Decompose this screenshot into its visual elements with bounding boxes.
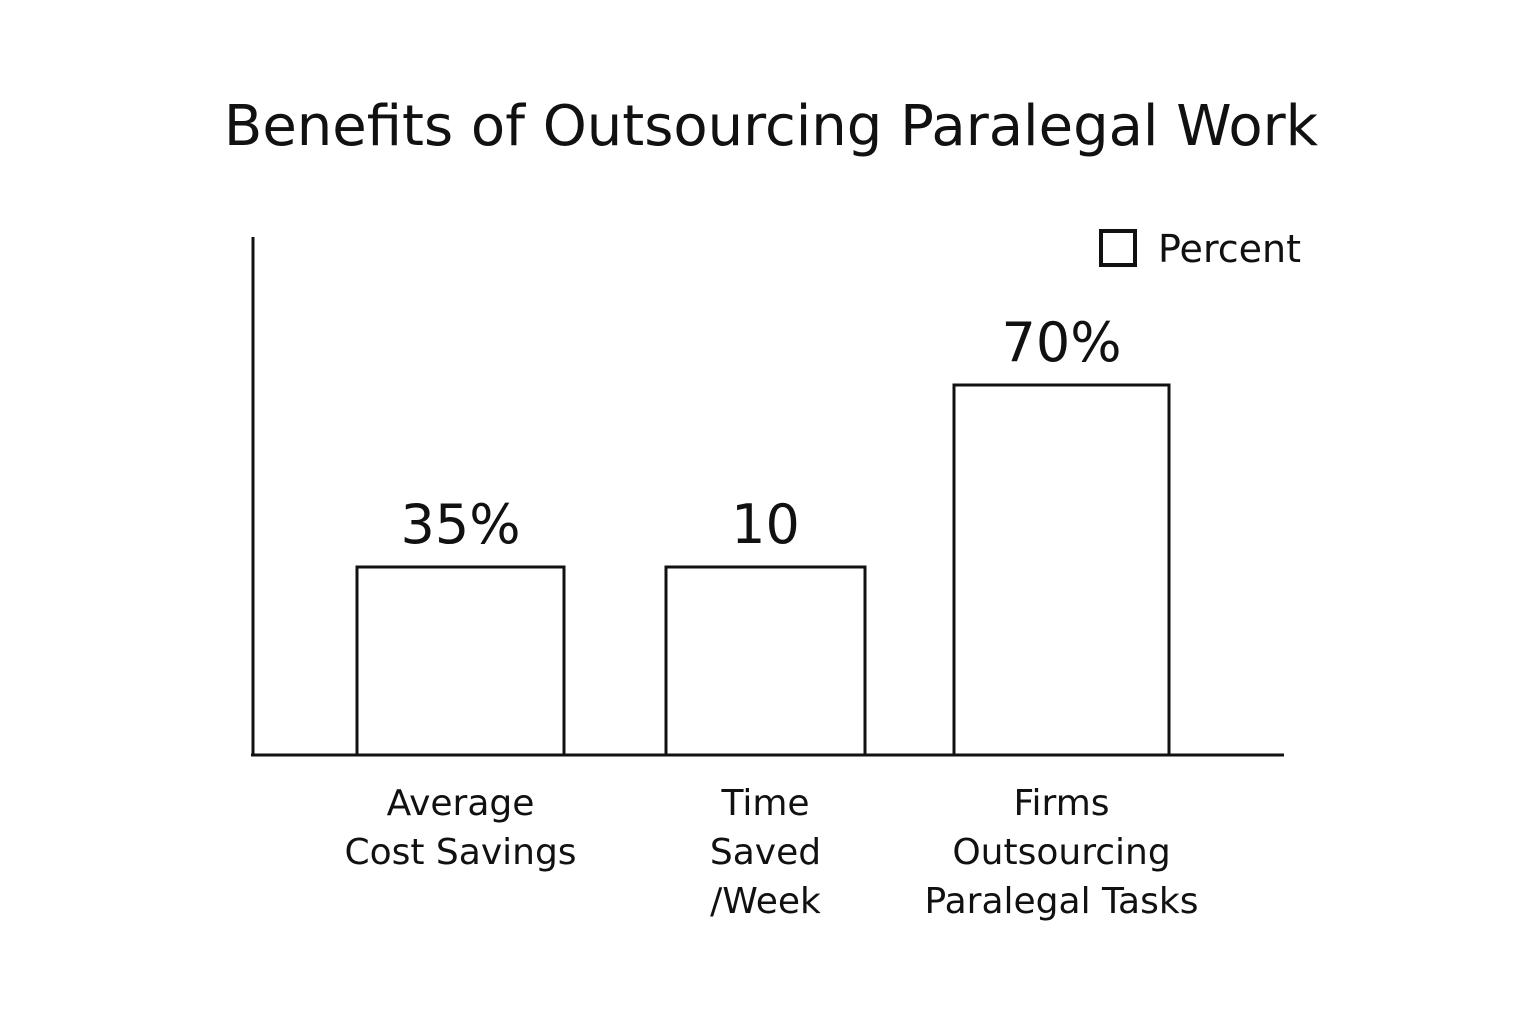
bar-time-saved-week — [664, 565, 867, 757]
value-label-firms-outsourcing-paralegal-tasks: 70% — [1001, 311, 1121, 374]
category-label-firms-outsourcing-paralegal-tasks-line-1: Firms — [1013, 783, 1109, 824]
category-label-average-cost-savings-line-1: Average — [387, 783, 535, 824]
legend: Percent — [1099, 227, 1301, 271]
value-label-average-cost-savings: 35% — [400, 493, 520, 556]
value-label-time-saved-week: 10 — [731, 493, 800, 556]
chart-title: Benefits of Outsourcing Paralegal Work — [224, 94, 1319, 159]
bars-group — [355, 383, 1171, 757]
category-label-time-saved-week-line-3: /Week — [710, 881, 821, 922]
category-label-firms-outsourcing-paralegal-tasks-line-3: Paralegal Tasks — [925, 881, 1199, 922]
category-label-time-saved-week-line-1: Time — [720, 783, 809, 824]
category-label-average-cost-savings-line-2: Cost Savings — [344, 832, 576, 873]
legend-label: Percent — [1158, 227, 1301, 271]
value-labels-group: 35% 10 70% — [400, 311, 1121, 556]
bar-average-cost-savings — [355, 565, 566, 757]
bar-firms-outsourcing-paralegal-tasks — [952, 383, 1171, 757]
category-labels-group: Average Cost Savings Time Saved/Week Firms Ou… — [344, 783, 1198, 922]
category-label-firms-outsourcing-paralegal-tasks-line-2: Outsourcing — [952, 832, 1170, 873]
legend-swatch — [1099, 229, 1137, 267]
category-label-time-saved-week-line-2: Saved — [710, 832, 821, 873]
